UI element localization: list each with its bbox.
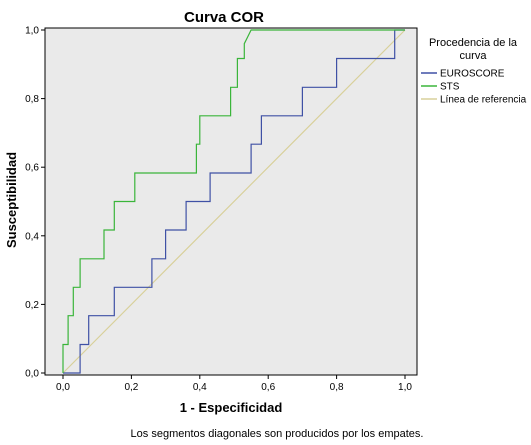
y-tick-label: 1,0 [25,26,39,37]
legend-title-line-2: curva [460,50,488,62]
x-tick-label: 0,6 [261,382,275,393]
y-tick-label: 0,4 [25,231,39,242]
series-line-euroscore [63,29,405,374]
x-tick-label: 0,2 [124,382,138,393]
plot-area [44,27,418,376]
y-tick-label: 0,8 [25,94,39,105]
y-tick-label: 0,6 [25,163,39,174]
x-tick-label: 0,0 [56,382,70,393]
x-tick-label: 0,4 [193,382,207,393]
series-line-l-nea-de-referencia [62,29,406,374]
x-axis: 0,0 0,2 0,4 0,6 0,8 1,0 [56,375,412,393]
legend-label: STS [440,82,460,93]
series-lines [62,29,406,374]
legend-label: EUROSCORE [440,69,505,80]
y-tick-label: 0,2 [25,300,39,311]
x-axis-title: 1 - Especificidad [180,400,283,415]
y-axis-title: Susceptibilidad [4,152,19,248]
series-line-sts [62,29,405,373]
y-tick-label: 0,0 [25,369,39,380]
legend: Procedencia de la curva EUROSCORE STS Líne… [421,37,527,106]
x-tick-label: 1,0 [398,382,412,393]
legend-label: Línea de referencia [440,95,527,106]
footnote: Los segmentos diagonales son producidos … [131,428,424,440]
y-axis: 0,0 0,2 0,4 0,6 0,8 1,0 [25,26,45,380]
legend-title-line-1: Procedencia de la [429,37,518,49]
x-tick-label: 0,8 [330,382,344,393]
chart-title: Curva COR [184,9,264,26]
